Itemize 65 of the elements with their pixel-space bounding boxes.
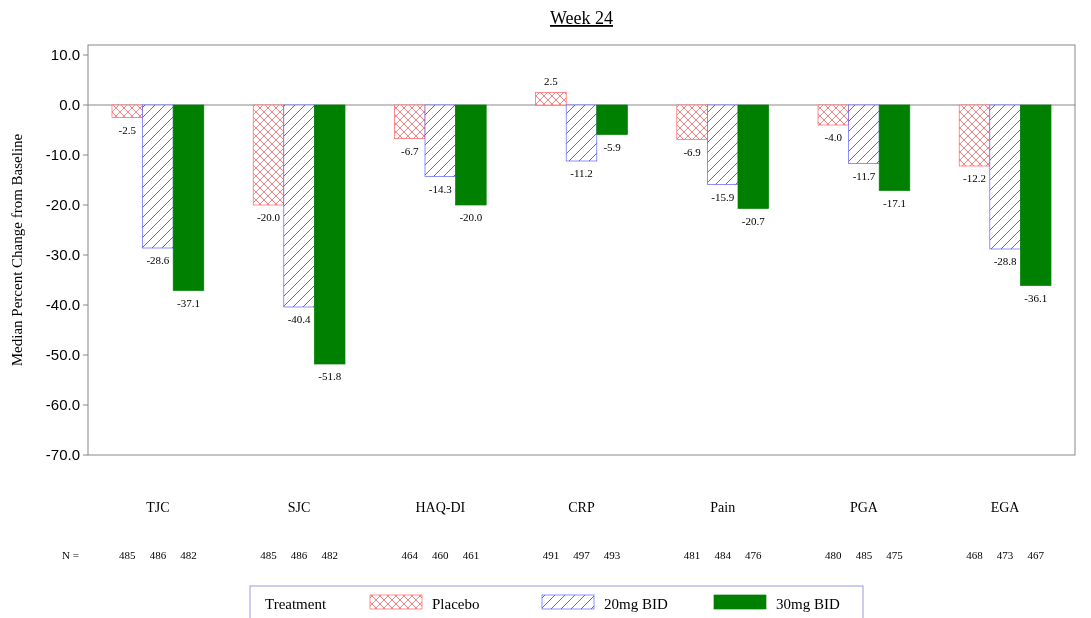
chart-title: Week 24: [549, 8, 614, 28]
y-tick-label: -60.0: [45, 396, 80, 413]
data-label: -14.3: [428, 182, 453, 195]
text: 480: [825, 549, 843, 561]
x-tick-label: SJC: [287, 500, 311, 515]
text: 484: [714, 549, 732, 561]
y-tick-label: -10.0: [45, 146, 80, 163]
x-tick-label: PGA: [849, 500, 879, 515]
text: 485: [119, 549, 137, 561]
data-label: -20.7: [741, 214, 766, 227]
text: 468: [966, 549, 984, 561]
y-tick-label: 0.0: [59, 96, 80, 113]
data-label: -40.4: [287, 313, 312, 325]
text: 473: [996, 549, 1014, 561]
x-tick-label: TJC: [146, 500, 170, 515]
data-label: -20.0: [257, 211, 281, 223]
text: 475: [886, 549, 904, 561]
data-label: -12.2: [963, 172, 986, 184]
text: 486: [149, 549, 167, 561]
data-label: -28.6: [146, 254, 170, 266]
data-label: -5.9: [603, 140, 622, 153]
data-label: -11.7: [852, 169, 876, 182]
text: 491: [542, 549, 560, 561]
legend-title: Treatment: [265, 596, 327, 612]
data-label: -2.5: [118, 123, 137, 136]
data-label: -6.7: [400, 144, 419, 157]
data-label: -28.8: [993, 255, 1018, 267]
y-tick-label: -40.0: [45, 296, 80, 313]
x-tick-label: CRP: [568, 500, 595, 515]
data-label: -11.2: [570, 167, 593, 179]
text: 493: [603, 549, 621, 561]
data-label: -15.9: [711, 190, 735, 203]
text: 486: [290, 549, 308, 561]
y-tick-label: -70.0: [45, 446, 80, 463]
x-tick-label: EGA: [990, 500, 1021, 515]
text: 482: [180, 549, 197, 561]
x-tick-label: HAQ-DI: [415, 500, 466, 515]
data-label: -6.9: [683, 145, 702, 158]
legend-label: Placebo: [432, 596, 480, 612]
y-axis-title: Median Percent Change from Baseline: [9, 133, 25, 367]
text: 482: [321, 549, 338, 561]
data-label: -20.0: [459, 211, 483, 223]
x-tick-label: Pain: [710, 500, 736, 515]
text: 461: [462, 549, 480, 561]
text: 460: [432, 549, 450, 561]
y-tick-label: -50.0: [45, 346, 80, 363]
text: 467: [1027, 549, 1045, 561]
data-label: -51.8: [318, 370, 342, 382]
text: 476: [745, 549, 763, 561]
data-label: -37.1: [177, 296, 200, 309]
text: 485: [260, 549, 278, 561]
text: 464: [401, 549, 419, 561]
y-tick-label: -20.0: [45, 196, 80, 213]
text: 485: [855, 549, 873, 561]
text: 481: [683, 549, 701, 561]
legend-label: 20mg BID: [604, 596, 668, 612]
legend-label: 30mg BID: [776, 596, 840, 612]
y-tick-label: 10.0: [50, 46, 80, 63]
data-label: 2.5: [544, 74, 559, 87]
text: 497: [573, 549, 591, 561]
y-tick-label: -30.0: [45, 246, 80, 263]
text: N =: [62, 549, 79, 561]
data-label: -17.1: [883, 196, 906, 209]
data-label: -36.1: [1024, 291, 1048, 304]
data-label: -4.0: [824, 131, 843, 143]
